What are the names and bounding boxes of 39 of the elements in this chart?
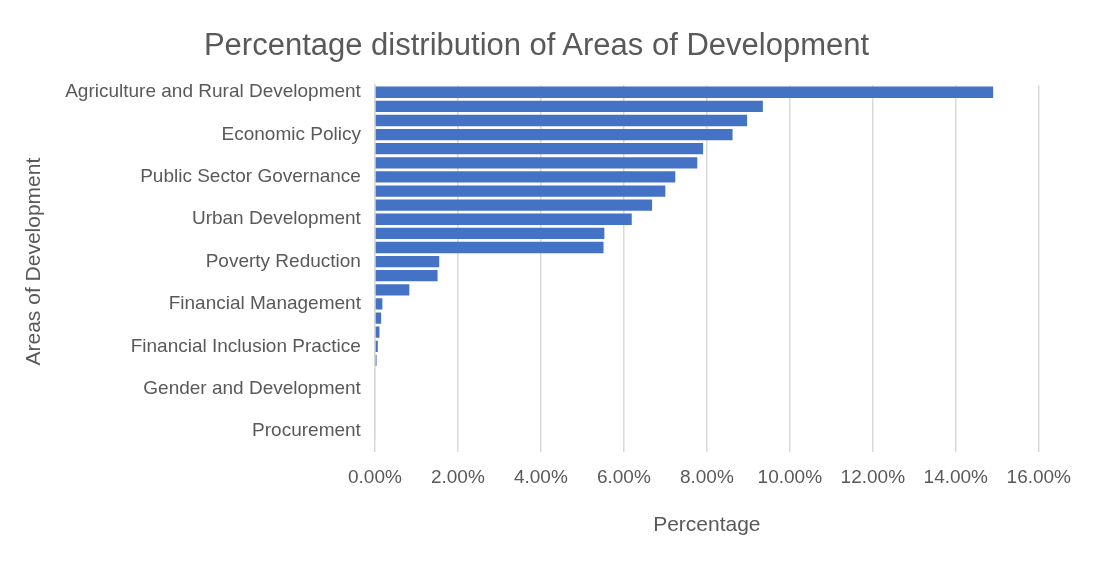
x-tick-label: 4.00%	[513, 465, 568, 487]
bar	[375, 171, 676, 183]
x-tick-label: 8.00%	[679, 465, 734, 487]
y-tick-label: Poverty Reduction	[205, 249, 361, 271]
x-tick-label: 6.00%	[596, 465, 651, 487]
bar	[375, 114, 748, 127]
bar	[375, 241, 604, 254]
x-tick-label: 10.00%	[757, 465, 823, 487]
bar	[375, 157, 698, 169]
bar	[375, 100, 763, 113]
y-tick-label: Financial Inclusion Practice	[130, 334, 361, 356]
x-tick-label: 2.00%	[430, 465, 485, 487]
y-tick-label: Financial Management	[168, 292, 362, 314]
bar	[375, 340, 378, 352]
bar	[375, 199, 653, 211]
y-axis-title: Areas of Development	[21, 157, 45, 366]
bar	[375, 298, 383, 310]
y-tick-label: Public Sector Governance	[140, 165, 361, 187]
bar	[375, 185, 666, 197]
y-tick-label: Procurement	[252, 419, 362, 441]
bar	[375, 312, 382, 324]
x-tick-label: 0.00%	[347, 465, 402, 487]
bar	[375, 227, 605, 240]
y-tick-label: Urban Development	[191, 207, 362, 229]
x-tick-label: 16.00%	[1006, 465, 1072, 487]
bar	[375, 143, 704, 155]
y-tick-label: Agriculture and Rural Development	[65, 80, 362, 102]
x-tick-label: 14.00%	[923, 465, 989, 487]
chart-title: Percentage distribution of Areas of Development	[203, 27, 870, 63]
bar	[375, 255, 440, 268]
x-tick-label: 12.00%	[840, 465, 906, 487]
bar	[375, 86, 994, 98]
bar	[375, 270, 438, 282]
y-tick-label: Gender and Development	[143, 376, 362, 398]
y-tick-label: Economic Policy	[221, 122, 362, 144]
x-axis-title: Percentage	[653, 512, 761, 536]
bar	[375, 213, 632, 225]
bar	[375, 128, 733, 141]
bar	[375, 284, 410, 296]
